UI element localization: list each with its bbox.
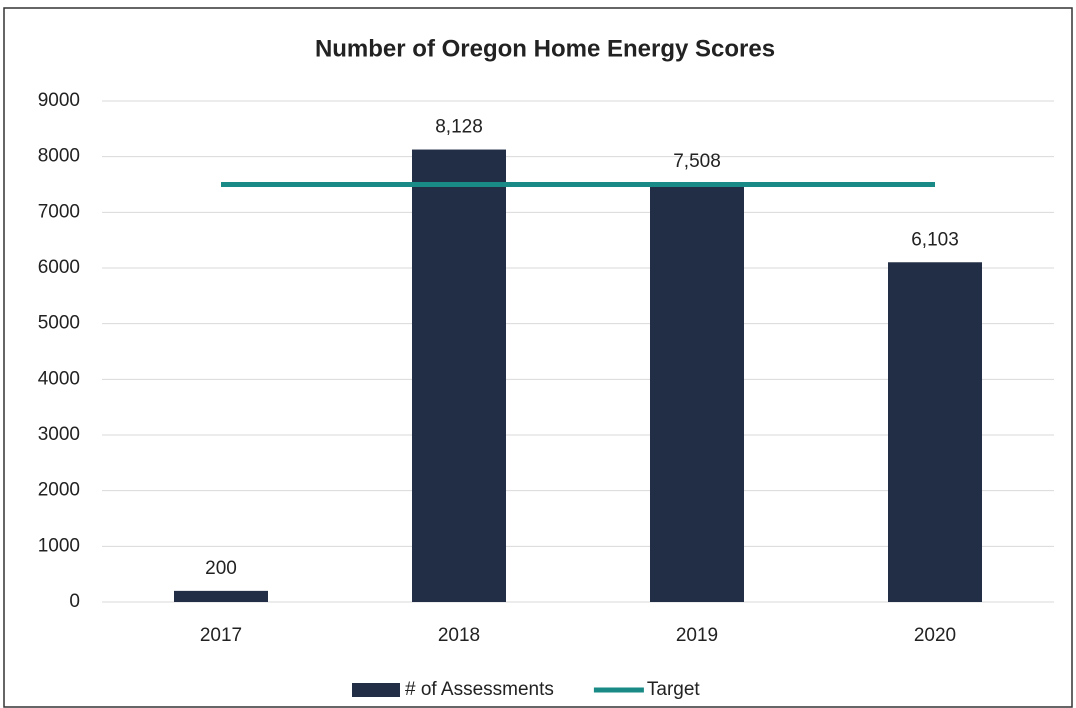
bar [174, 590, 268, 602]
legend-label: Target [647, 679, 701, 700]
y-tick-label: 5000 [38, 313, 80, 334]
bar [412, 149, 506, 603]
y-tick-label: 4000 [38, 368, 80, 389]
bar [888, 262, 982, 602]
y-tick-label: 6000 [38, 257, 80, 278]
y-tick-label: 3000 [38, 424, 80, 445]
data-label: 6,103 [911, 229, 959, 250]
x-tick-label: 2018 [438, 625, 480, 646]
legend-swatch [352, 683, 400, 697]
x-tick-label: 2019 [676, 625, 718, 646]
chart-title: Number of Oregon Home Energy Scores [315, 35, 775, 62]
data-label: 7,508 [673, 151, 721, 172]
y-tick-label: 9000 [38, 90, 80, 111]
data-label: 200 [205, 558, 237, 579]
bar [650, 184, 744, 602]
data-label: 8,128 [435, 117, 483, 138]
x-tick-label: 2020 [914, 625, 956, 646]
y-tick-label: 2000 [38, 480, 80, 501]
y-tick-label: 0 [69, 591, 80, 612]
legend-label: # of Assessments [405, 679, 554, 700]
x-tick-label: 2017 [200, 625, 242, 646]
y-tick-label: 7000 [38, 201, 80, 222]
y-tick-label: 1000 [38, 535, 80, 556]
y-tick-label: 8000 [38, 146, 80, 167]
